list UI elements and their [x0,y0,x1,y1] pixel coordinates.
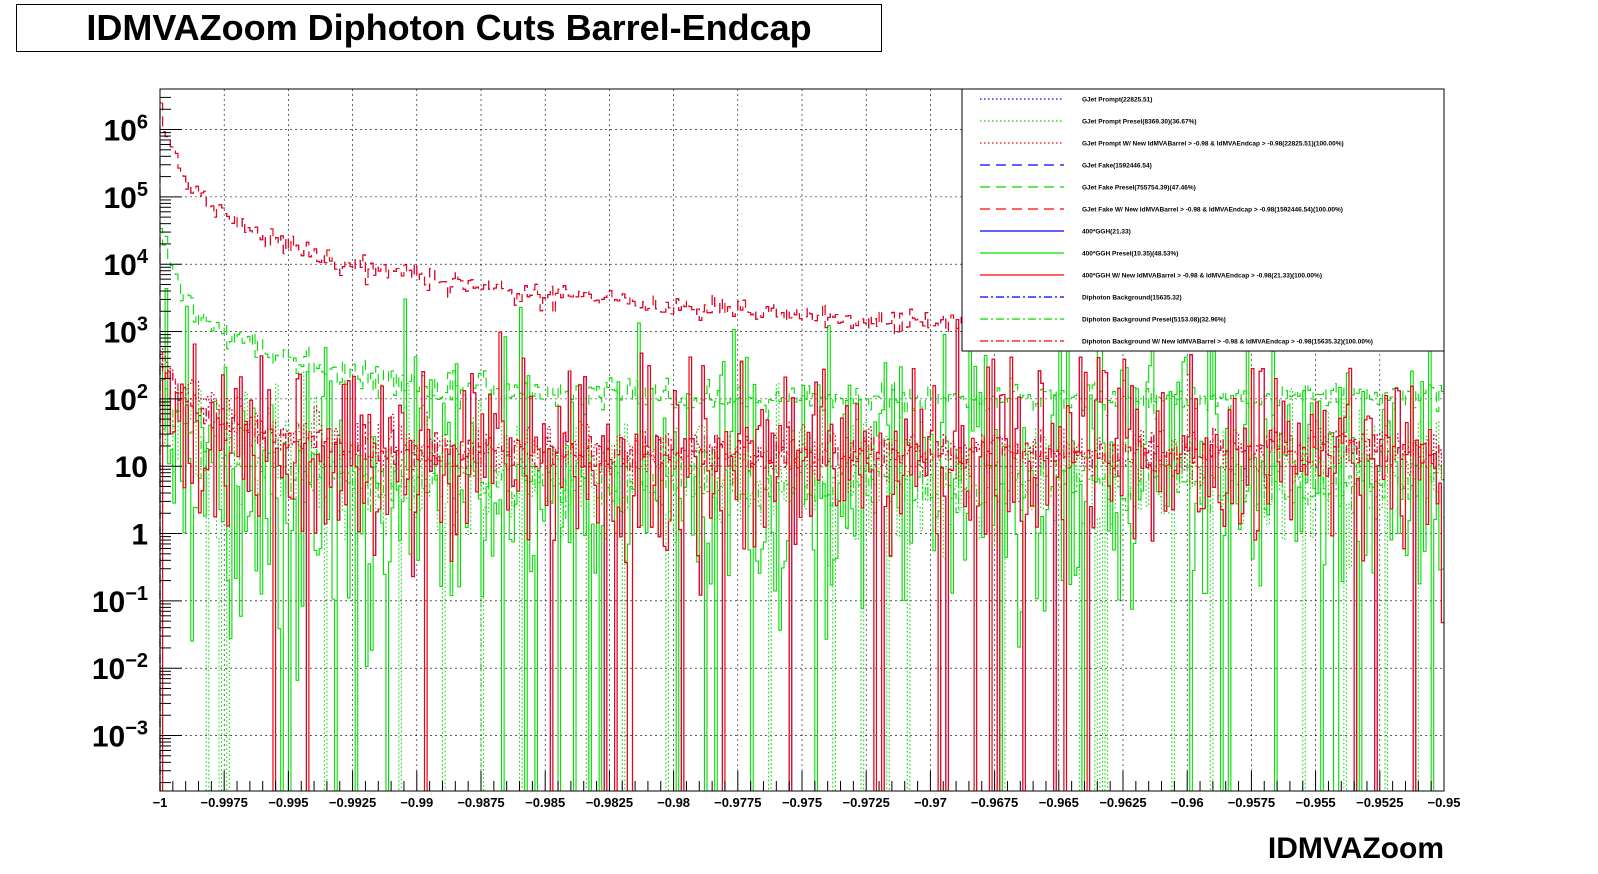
x-axis-label: IDMVAZoom [1268,832,1444,865]
y-tick-label: 104 [104,246,149,282]
series-line-2 [159,347,1444,791]
legend-entry-label: GJet Prompt Presel(8369.30)(36.67%) [1082,119,1197,126]
x-tick-label: −0.9825 [586,795,633,810]
y-tick-label: 106 [104,112,149,148]
x-tick-label: −0.96 [1171,795,1204,810]
histogram-series [159,102,1444,792]
x-tick-label: −0.9575 [1228,795,1275,810]
y-tick-label: 1 [131,519,148,552]
x-tick-label: −0.97 [914,795,947,810]
series-line-11 [159,353,1444,791]
y-tick-label: 10−2 [92,650,148,686]
legend-box [961,88,1445,352]
legend-entry-label: Diphoton Background(15635.32) [1082,295,1182,302]
series-line-5 [159,102,1444,791]
y-tick-label: 103 [104,314,149,350]
x-tick-label: −0.9875 [457,795,504,810]
y-tick-label: 10−1 [92,583,148,619]
y-tick-label: 105 [104,179,149,215]
x-tick-label: −0.965 [1039,795,1079,810]
legend-entry-label: GJet Prompt(22825.51) [1082,97,1152,104]
legend-entry-label: 400*GGH Presel(10.35)(48.53%) [1082,251,1178,258]
legend-entry-label: GJet Prompt W/ New IdMVABarrel > -0.98 &… [1082,141,1344,148]
x-tick-label: −0.98 [657,795,690,810]
legend-entry-label: GJet Fake(1592446.54) [1082,163,1152,170]
legend-entry-label: GJet Fake W/ New IdMVABarrel > -0.98 & I… [1082,207,1343,214]
x-tick-label: −0.975 [782,795,822,810]
legend-entry-label: 400*GGH(21.33) [1082,229,1131,236]
x-tick-label: −0.9625 [1099,795,1146,810]
legend-entry-label: Diphoton Background Presel(5153.08)(32.9… [1082,317,1226,324]
x-tick-label: −0.9925 [329,795,376,810]
axes: −1 −0.9975 −0.995 −0.9925 −0.99 −0.9875 −0.985… [92,88,1461,810]
legend: GJet Prompt(22825.51) GJet Prompt Presel(… [961,88,1445,352]
x-tick-label: −0.9975 [201,795,248,810]
legend-entry-label: Diphoton Background W/ New IdMVABarrel >… [1082,339,1373,346]
x-tick-label: −0.955 [1296,795,1336,810]
x-tick-label: −0.9675 [971,795,1018,810]
series-line-8 [160,318,1444,792]
chart-title: IDMVAZoom Diphoton Cuts Barrel-Endcap [86,7,812,48]
x-tick-label: −0.995 [268,795,308,810]
x-tick-label: −0.9775 [714,795,761,810]
x-tick-label: −1 [153,795,168,810]
y-tick-label: 102 [104,381,149,417]
legend-entry-label: GJet Fake Presel(755754.39)(47.46%) [1082,185,1196,192]
x-tick-label: −0.99 [400,795,433,810]
title-box: IDMVAZoom Diphoton Cuts Barrel-Endcap [16,4,882,52]
x-tick-label: −0.95 [1428,795,1461,810]
x-tick-label: −0.9525 [1356,795,1403,810]
x-tick-label: −0.9725 [843,795,890,810]
legend-entry-label: 400*GGH W/ New IdMVABarrel > -0.98 & IdM… [1082,273,1322,280]
x-tick-label: −0.985 [525,795,565,810]
y-tick-label: 10 [115,451,148,484]
y-tick-label: 10−3 [92,718,148,754]
